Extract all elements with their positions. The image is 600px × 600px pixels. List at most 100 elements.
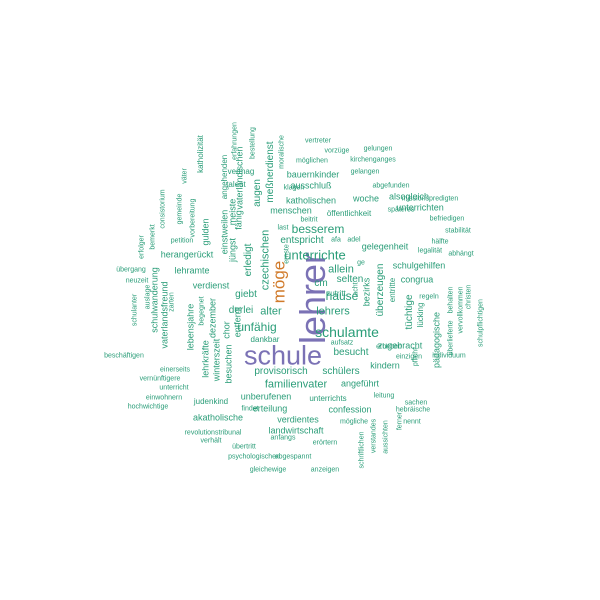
cloud-word: vertreter xyxy=(304,137,332,145)
cloud-word: confession xyxy=(328,404,372,415)
cloud-word: öffentlichkeit xyxy=(326,209,372,218)
cloud-word: verdientes xyxy=(277,414,319,425)
cloud-word: gelangen xyxy=(350,168,380,176)
cloud-word: kirchenganges xyxy=(350,156,396,164)
cloud-word: angehenden xyxy=(220,154,229,200)
cloud-word: gleichewige xyxy=(249,466,287,474)
cloud-word: woche xyxy=(352,193,380,204)
cloud-word: psychologischen xyxy=(228,453,280,461)
cloud-word: lehrers xyxy=(316,305,350,318)
cloud-word: verstandes xyxy=(370,418,378,454)
cloud-word: zugebracht xyxy=(377,340,423,351)
cloud-word: erheben xyxy=(376,343,402,351)
cloud-word: moralische xyxy=(278,135,286,169)
cloud-word: allein xyxy=(328,263,354,276)
cloud-word: individuum xyxy=(432,352,466,360)
cloud-word: späteres xyxy=(387,206,415,214)
cloud-word: unterrichte xyxy=(284,247,346,263)
cloud-word: adel xyxy=(347,236,361,244)
cloud-word: erfahrungen xyxy=(231,122,239,160)
cloud-word: menschen xyxy=(270,205,312,216)
cloud-word: entspricht xyxy=(280,235,324,246)
cloud-word: besserem xyxy=(291,222,345,236)
cloud-word: tüchtige xyxy=(404,294,415,330)
cloud-word: besuchen xyxy=(223,344,234,384)
cloud-word: begegnet xyxy=(198,296,206,326)
cloud-word: meßnerdienst xyxy=(265,141,276,203)
cloud-word: zarten xyxy=(168,292,176,312)
cloud-word: einzigen xyxy=(395,353,423,361)
cloud-word: bestellung xyxy=(249,127,257,159)
cloud-word: gelungen xyxy=(363,145,393,153)
cloud-word: petition xyxy=(170,237,194,245)
cloud-word: gemeinde xyxy=(176,193,184,225)
cloud-word: anfangs xyxy=(270,434,296,442)
cloud-word: lücking xyxy=(416,302,425,328)
cloud-word: beitrit xyxy=(300,216,318,224)
cloud-word: lehrkräfte xyxy=(200,340,211,378)
cloud-word: derlei xyxy=(228,305,254,316)
cloud-word: väter xyxy=(181,168,189,184)
cloud-word: judenkind xyxy=(193,397,229,406)
cloud-word: hause xyxy=(325,289,359,303)
cloud-word: afa xyxy=(331,236,341,244)
cloud-word: befriedigen xyxy=(429,215,465,223)
cloud-word: provisorisch xyxy=(254,366,308,377)
cloud-word: verdienst xyxy=(192,280,230,291)
cloud-word: christen xyxy=(465,284,473,310)
cloud-word: katholischen xyxy=(285,195,337,206)
cloud-word: chor xyxy=(221,321,232,339)
cloud-word: überlieferte xyxy=(447,320,455,356)
cloud-word: lehramte xyxy=(174,265,210,276)
cloud-word: entfernt xyxy=(232,306,243,338)
cloud-word: regeln xyxy=(419,293,439,301)
cloud-word: schulamte xyxy=(315,324,379,340)
cloud-word: alsogleich xyxy=(388,191,430,202)
cloud-word: dezember xyxy=(207,297,218,339)
cloud-word: aussichten xyxy=(382,420,390,454)
cloud-word: missionspredigten xyxy=(401,195,459,203)
cloud-word: beschäftigen xyxy=(104,352,144,360)
cloud-word: erfolger xyxy=(138,235,146,259)
cloud-word: last xyxy=(277,224,289,232)
cloud-word: vorbereitung xyxy=(189,198,197,238)
cloud-word: jüngst xyxy=(227,237,238,263)
cloud-word: pädagogische xyxy=(431,311,442,369)
cloud-word: überzeugen xyxy=(375,263,386,317)
cloud-word: acht xyxy=(352,282,360,296)
cloud-word: dankbar xyxy=(250,335,280,344)
cloud-word: selten xyxy=(336,274,364,285)
cloud-word: congrua xyxy=(400,274,434,285)
cloud-word: erteilung xyxy=(252,403,288,414)
cloud-word: talent xyxy=(226,180,246,189)
cloud-word: consistorium xyxy=(159,189,167,229)
cloud-word: unterrichten xyxy=(396,202,444,213)
cloud-word: hochwichtige xyxy=(127,403,169,411)
cloud-word: vernünftigere xyxy=(139,375,181,383)
cloud-word: gulden xyxy=(200,218,211,246)
cloud-word: auslage xyxy=(144,284,152,310)
cloud-word: mögliche xyxy=(339,418,369,426)
cloud-word: schule xyxy=(243,340,323,371)
cloud-word: schülers xyxy=(322,366,360,377)
cloud-word: hälfte xyxy=(431,238,449,246)
cloud-word: augen xyxy=(252,179,263,207)
cloud-word: anzeigen xyxy=(310,466,340,474)
cloud-word: landwirtschaft xyxy=(268,425,324,436)
cloud-word: abhängt xyxy=(448,250,474,258)
cloud-word: vervollkommen xyxy=(457,286,465,334)
cloud-word: alter xyxy=(260,305,282,318)
cloud-word: klagen xyxy=(283,184,305,192)
cloud-word: behalten xyxy=(447,286,455,314)
cloud-word: stabilität xyxy=(445,227,471,235)
cloud-word: angeführt xyxy=(340,378,380,389)
cloud-word: familienvater xyxy=(264,378,328,391)
cloud-word: cm xyxy=(314,278,328,289)
cloud-word: erledigt xyxy=(243,243,254,277)
cloud-word: winterszeit xyxy=(211,338,222,382)
cloud-word: zutritt xyxy=(326,289,346,298)
cloud-word: möglichen xyxy=(296,157,328,165)
cloud-word: schulwanderung xyxy=(149,267,160,333)
cloud-word: übertritt xyxy=(232,443,256,451)
